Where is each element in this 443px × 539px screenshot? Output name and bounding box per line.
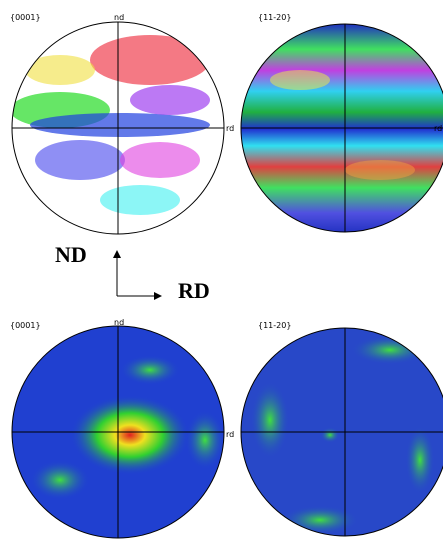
panel-title: {11-20} <box>258 13 291 22</box>
axis-title: RD <box>178 278 210 303</box>
panel-title: {0001} <box>10 321 41 330</box>
panel-title: {11-20} <box>258 321 291 330</box>
panel-title: {0001} <box>10 13 41 22</box>
axis-title: ND <box>55 242 87 267</box>
axis-label: rd <box>226 430 234 439</box>
axis-label: rd <box>434 124 442 133</box>
axis-label: rd <box>226 124 234 133</box>
axis-label: nd <box>114 318 124 327</box>
axis-label: nd <box>114 13 124 22</box>
